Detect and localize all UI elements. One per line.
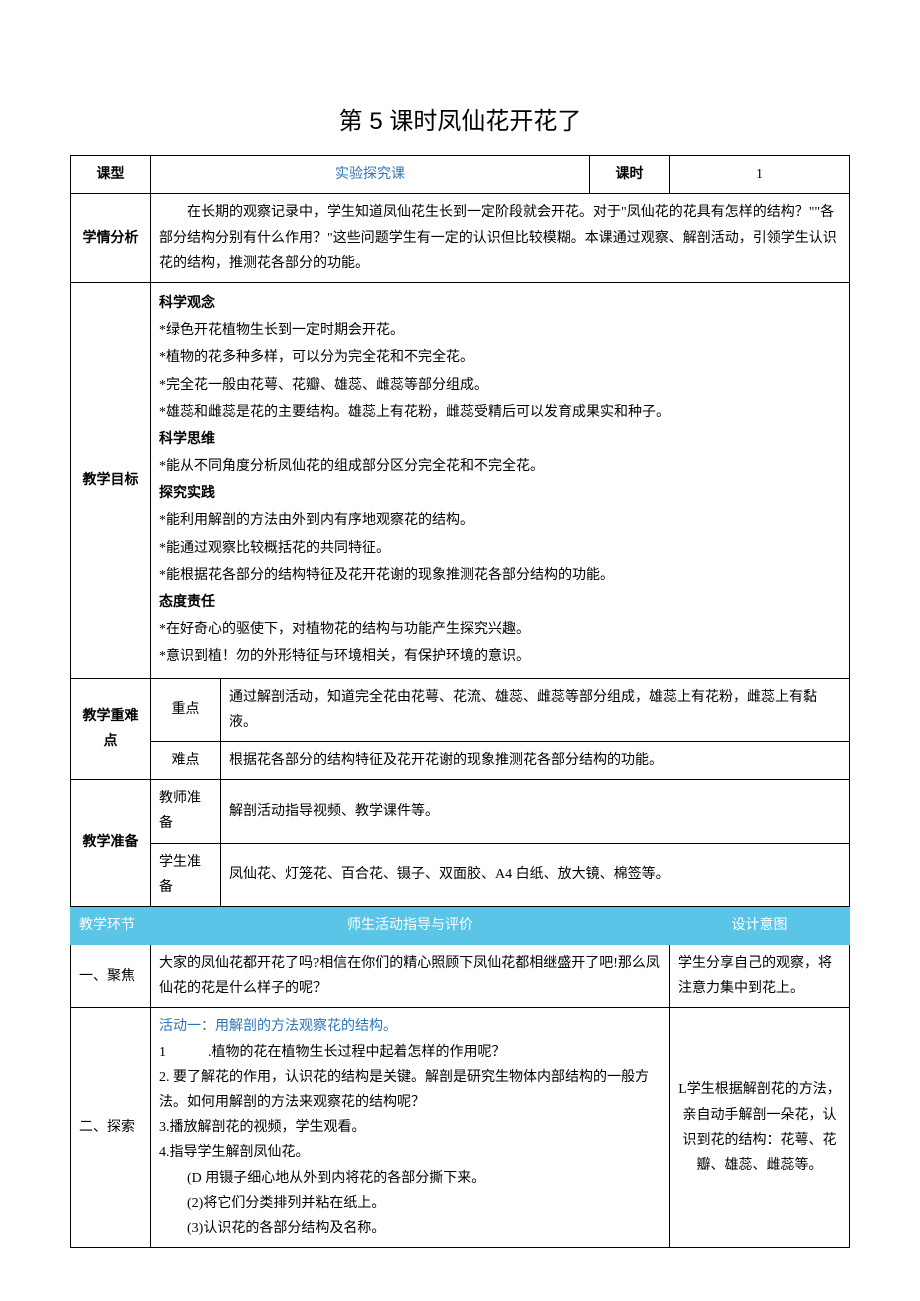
stage-col3: 设计意图 <box>670 906 850 944</box>
explore-item: (D 用镊子细心地从外到内将花的各部分撕下来。 <box>159 1166 661 1191</box>
difficult-content: 根据花各部分的结构特征及花开花谢的现象推测花各部分结构的功能。 <box>221 741 850 779</box>
course-type-row: 课型 实验探究课 课时 1 <box>71 156 850 194</box>
goal-item: *意识到植！勿的外形特征与环境相关，有保护环境的意识。 <box>159 644 841 669</box>
teacher-prep-content: 解剖活动指导视频、教学课件等。 <box>221 780 850 843</box>
page-title: 第 5 课时凤仙花开花了 <box>70 100 850 143</box>
goal-item: *完全花一般由花萼、花瓣、雄蕊、雌蕊等部分组成。 <box>159 373 841 398</box>
explore-item: 4.指导学生解剖凤仙花。 <box>159 1140 661 1165</box>
teacher-prep-row: 教学准备 教师准备 解剖活动指导视频、教学课件等。 <box>71 780 850 843</box>
period-value: 1 <box>670 156 850 194</box>
student-analysis-row: 学情分析 在长期的观察记录中，学生知道凤仙花生长到一定阶段就会开花。对于"凤仙花… <box>71 194 850 283</box>
goal-item: *能从不同角度分析凤仙花的组成部分区分完全花和不完全花。 <box>159 454 841 479</box>
goal-section-header: 探究实践 <box>159 481 841 506</box>
goal-item: *能通过观察比较概括花的共同特征。 <box>159 536 841 561</box>
key-difficult-label: 教学重难点 <box>71 678 151 780</box>
student-analysis-label: 学情分析 <box>71 194 151 283</box>
student-prep-label: 学生准备 <box>151 843 221 906</box>
goal-item: *植物的花多种多样，可以分为完全花和不完全花。 <box>159 345 841 370</box>
stage-col2: 师生活动指导与评价 <box>151 906 670 944</box>
difficult-label: 难点 <box>151 741 221 779</box>
goal-item: *雄蕊和雌蕊是花的主要结构。雄蕊上有花粉，雌蕊受精后可以发育成果实和种子。 <box>159 400 841 425</box>
difficult-point-row: 难点 根据花各部分的结构特征及花开花谢的现象推测花各部分结构的功能。 <box>71 741 850 779</box>
stage-header-row: 教学环节 师生活动指导与评价 设计意图 <box>71 906 850 944</box>
explore-row: 二、探索 活动一：用解剖的方法观察花的结构。 1 .植物的花在植物生长过程中起着… <box>71 1008 850 1248</box>
explore-label: 二、探索 <box>71 1008 151 1248</box>
key-point-row: 教学重难点 重点 通过解剖活动，知道完全花由花萼、花流、雄蕊、雌蕊等部分组成，雄… <box>71 678 850 741</box>
teacher-prep-label: 教师准备 <box>151 780 221 843</box>
teaching-goals-content: 科学观念 *绿色开花植物生长到一定时期会开花。 *植物的花多种多样，可以分为完全… <box>151 282 850 678</box>
goal-section-header: 态度责任 <box>159 590 841 615</box>
key-content: 通过解剖活动，知道完全花由花萼、花流、雄蕊、雌蕊等部分组成，雄蕊上有花粉，雌蕊上… <box>221 678 850 741</box>
goal-section-header: 科学观念 <box>159 291 841 316</box>
goal-item: *能利用解剖的方法由外到内有序地观察花的结构。 <box>159 508 841 533</box>
explore-intent: L学生根据解剖花的方法，亲自动手解剖一朵花，认识到花的结构：花萼、花瓣、雄蕊、雌… <box>670 1008 850 1248</box>
student-analysis-content: 在长期的观察记录中，学生知道凤仙花生长到一定阶段就会开花。对于"凤仙花的花具有怎… <box>151 194 850 283</box>
explore-item: (2)将它们分类排列并粘在纸上。 <box>159 1191 661 1216</box>
explore-activity-title: 活动一：用解剖的方法观察花的结构。 <box>159 1014 661 1039</box>
explore-item: (3)认识花的各部分结构及名称。 <box>159 1216 661 1241</box>
explore-item: 2. 要了解花的作用，认识花的结构是关键。解剖是研究生物体内部结构的一般方法。如… <box>159 1065 661 1115</box>
explore-item: 3.播放解剖花的视频，学生观看。 <box>159 1115 661 1140</box>
teaching-goals-row: 教学目标 科学观念 *绿色开花植物生长到一定时期会开花。 *植物的花多种多样，可… <box>71 282 850 678</box>
focus-intent: 学生分享自己的观察，将注意力集中到花上。 <box>670 945 850 1008</box>
goal-item: *绿色开花植物生长到一定时期会开花。 <box>159 318 841 343</box>
lesson-plan-table: 课型 实验探究课 课时 1 学情分析 在长期的观察记录中，学生知道凤仙花生长到一… <box>70 155 850 1248</box>
focus-row: 一、聚焦 大家的凤仙花都开花了吗?相信在你们的精心照顾下凤仙花都相继盛开了吧!那… <box>71 945 850 1008</box>
goal-item: *能根据花各部分的结构特征及花开花谢的现象推测花各部分结构的功能。 <box>159 563 841 588</box>
student-prep-row: 学生准备 凤仙花、灯笼花、百合花、镊子、双面胶、A4 白纸、放大镜、棉签等。 <box>71 843 850 906</box>
course-type-value: 实验探究课 <box>151 156 590 194</box>
explore-item: 1 .植物的花在植物生长过程中起着怎样的作用呢？ <box>159 1040 661 1065</box>
course-type-text: 实验探究课 <box>335 167 405 182</box>
goal-section-header: 科学思维 <box>159 427 841 452</box>
teaching-goals-label: 教学目标 <box>71 282 151 678</box>
stage-col1: 教学环节 <box>71 906 151 944</box>
focus-activity: 大家的凤仙花都开花了吗?相信在你们的精心照顾下凤仙花都相继盛开了吧!那么凤仙花的… <box>151 945 670 1008</box>
explore-activity: 活动一：用解剖的方法观察花的结构。 1 .植物的花在植物生长过程中起着怎样的作用… <box>151 1008 670 1248</box>
student-prep-content: 凤仙花、灯笼花、百合花、镊子、双面胶、A4 白纸、放大镜、棉签等。 <box>221 843 850 906</box>
period-label: 课时 <box>590 156 670 194</box>
course-type-label: 课型 <box>71 156 151 194</box>
focus-label: 一、聚焦 <box>71 945 151 1008</box>
key-label: 重点 <box>151 678 221 741</box>
goal-item: *在好奇心的驱使下，对植物花的结构与功能产生探究兴趣。 <box>159 617 841 642</box>
preparation-label: 教学准备 <box>71 780 151 907</box>
